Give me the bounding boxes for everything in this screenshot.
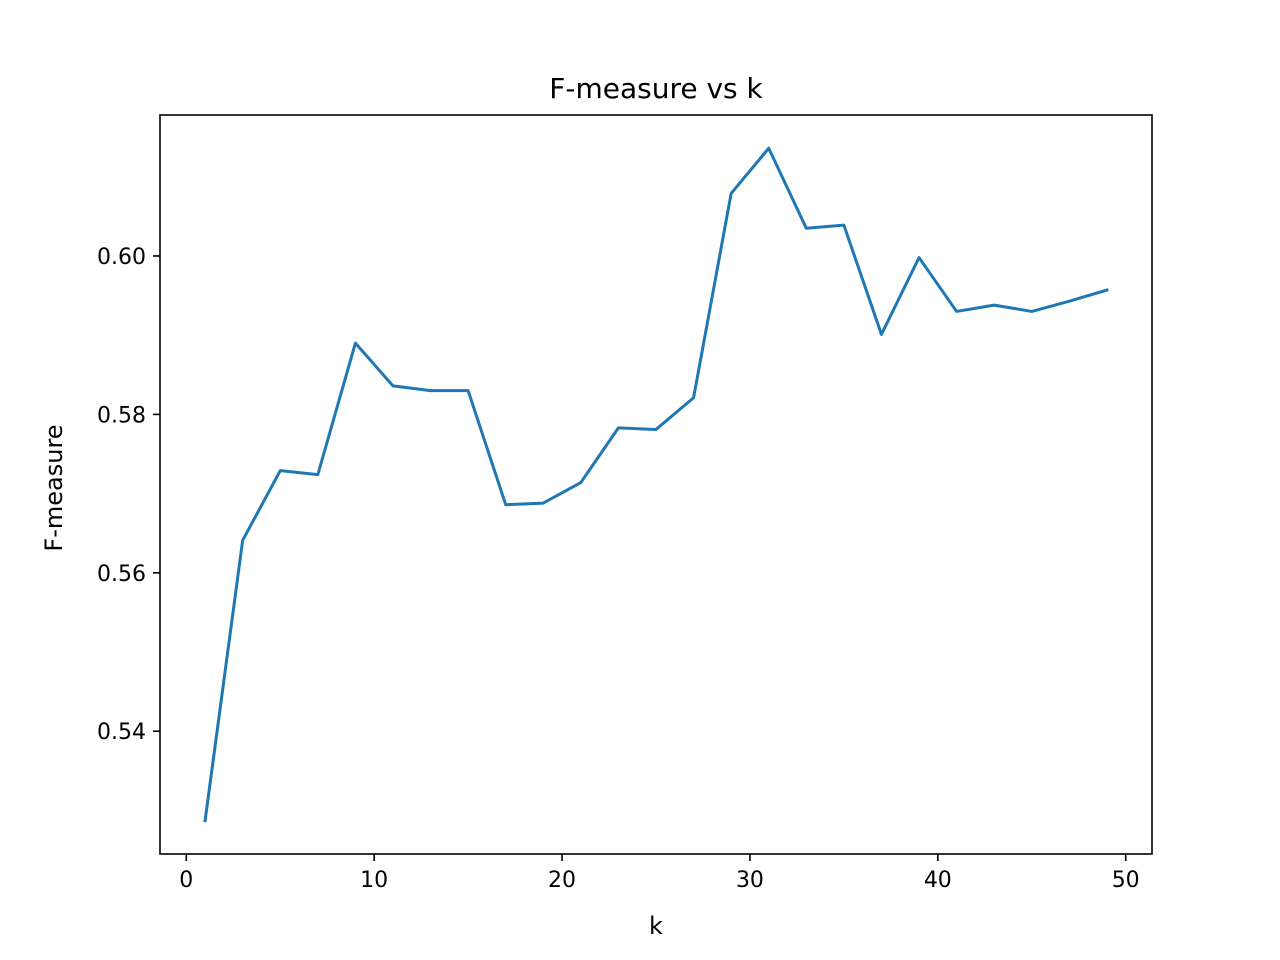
y-axis-label: F-measure — [40, 424, 68, 551]
chart-title: F-measure vs k — [549, 72, 763, 105]
series-layer — [203, 146, 1109, 823]
x-tick-label: 20 — [548, 868, 576, 893]
x-axis-ticks: 0 10 20 30 40 50 — [179, 854, 1140, 893]
plot-frame — [159, 114, 1153, 855]
y-tick-label: 0.60 — [97, 245, 146, 270]
x-tick-label: 40 — [924, 868, 952, 893]
y-axis-ticks: 0.54 0.56 0.58 0.60 — [97, 245, 160, 745]
x-tick-label: 50 — [1112, 868, 1140, 893]
x-axis-label: k — [649, 912, 663, 940]
x-tick-label: 10 — [360, 868, 388, 893]
x-tick-label: 30 — [736, 868, 764, 893]
y-tick-label: 0.58 — [97, 403, 146, 428]
y-tick-label: 0.56 — [97, 562, 146, 587]
y-tick-label: 0.54 — [97, 720, 146, 745]
x-tick-label: 0 — [179, 868, 193, 893]
